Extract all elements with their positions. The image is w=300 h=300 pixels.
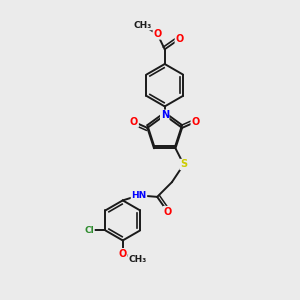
Text: O: O xyxy=(153,29,161,39)
Text: O: O xyxy=(130,117,138,127)
Text: O: O xyxy=(118,249,127,259)
Text: O: O xyxy=(175,34,184,44)
Text: S: S xyxy=(180,160,187,170)
Text: O: O xyxy=(164,207,172,217)
Text: Cl: Cl xyxy=(84,226,94,235)
Text: CH₃: CH₃ xyxy=(128,255,147,264)
Text: CH₃: CH₃ xyxy=(134,21,152,30)
Text: O: O xyxy=(191,117,200,127)
Text: HN: HN xyxy=(131,191,147,200)
Text: N: N xyxy=(161,110,169,120)
